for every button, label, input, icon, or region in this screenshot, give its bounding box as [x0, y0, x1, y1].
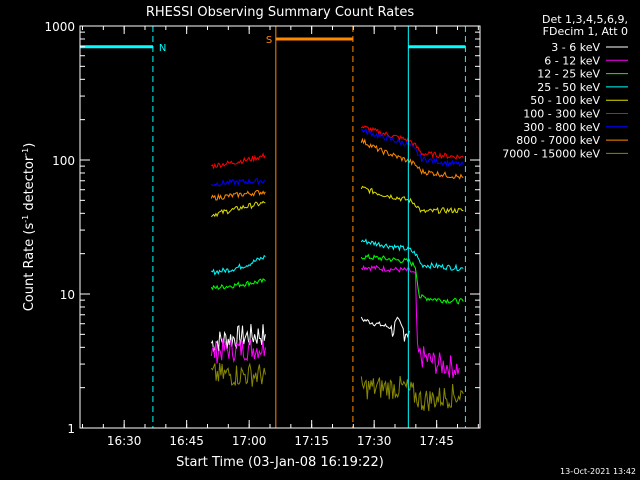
x-tick-label: 17:15	[294, 434, 329, 448]
series-line-0-segment-0	[210, 324, 266, 352]
series-line-1-segment-0	[210, 338, 266, 364]
legend-label: 100 - 300 keV	[523, 108, 600, 121]
legend-label: 800 - 7000 keV	[516, 134, 600, 147]
series-line-8-segment-0	[210, 362, 266, 387]
legend-label: 3 - 6 keV	[551, 41, 600, 54]
y-axis-label-mid: detector	[22, 155, 37, 215]
x-tick-label: 16:45	[169, 434, 204, 448]
legend: Det 1,3,4,5,6,9,FDecim 1, Att 0 3 - 6 keV…	[502, 13, 628, 160]
legend-label: 25 - 50 keV	[537, 81, 600, 94]
y-axis-label-end: )	[22, 143, 37, 148]
x-tick-label: 16:30	[107, 434, 142, 448]
y-tick-label: 1000	[44, 20, 75, 34]
series-line-3-segment-1	[360, 238, 464, 272]
legend-label: 300 - 800 keV	[523, 121, 600, 134]
y-tick-label: 100	[52, 154, 75, 168]
series-line-5-segment-0	[210, 152, 266, 170]
x-tick-label: 17:30	[357, 434, 392, 448]
series-line-4-segment-0	[210, 200, 266, 218]
y-axis-label-sup1: -1	[21, 215, 30, 223]
chart-title: RHESSI Observing Summary Count Rates	[146, 5, 415, 20]
legend-header-line: Det 1,3,4,5,6,9,	[542, 13, 628, 26]
series-line-2-segment-0	[210, 278, 266, 291]
y-tick-label: 1	[67, 422, 75, 436]
series-line-6-segment-0	[210, 177, 266, 187]
y-tick-label: 10	[60, 288, 75, 302]
plot-frame	[79, 25, 481, 429]
series-line-5-segment-1	[360, 125, 464, 160]
series-line-3-segment-0	[211, 254, 266, 276]
series-line-2-segment-1	[360, 253, 464, 305]
annotation-label-2: S	[266, 35, 272, 46]
annotation-label-0: N	[159, 43, 166, 54]
footer-timestamp: 13-Oct-2021 13:42	[560, 467, 636, 476]
y-axis-label: Count Rate (s-1 detector-1)	[21, 143, 37, 312]
series-line-0-segment-1	[360, 316, 410, 342]
y-axis-label-main: Count Rate (s	[22, 223, 37, 312]
series-line-8-segment-1	[360, 375, 464, 412]
legend-label: 50 - 100 keV	[530, 94, 600, 107]
series-line-7-segment-1	[360, 137, 464, 180]
series-line-1-segment-1	[360, 264, 460, 379]
x-tick-label: 17:00	[232, 434, 267, 448]
x-tick-label: 17:45	[419, 434, 454, 448]
legend-label: 6 - 12 keV	[544, 54, 600, 67]
axes-layer: 16:30 16:45 17:00 17:15 17:30 17:45 1 10 100 1000	[44, 20, 481, 448]
legend-label: 12 - 25 keV	[537, 68, 600, 81]
y-axis-label-sup2: -1	[21, 148, 30, 156]
series-line-6-segment-1	[360, 128, 464, 168]
series-line-4-segment-1	[360, 185, 464, 215]
legend-header-line: FDecim 1, Att 0	[543, 25, 628, 38]
series-line-7-segment-0	[210, 189, 266, 201]
x-axis-label: Start Time (03-Jan-08 16:19:22)	[176, 455, 384, 470]
legend-label: 7000 - 15000 keV	[502, 147, 600, 160]
